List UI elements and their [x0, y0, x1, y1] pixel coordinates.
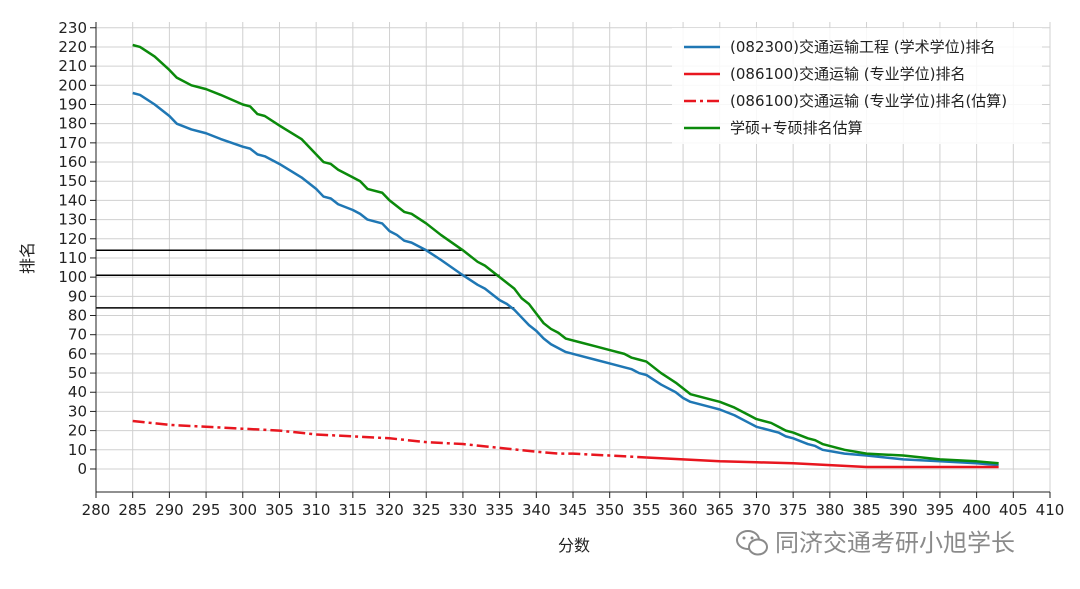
y-tick-label: 60 — [68, 345, 87, 363]
series-line-2 — [646, 456, 999, 469]
y-tick-label: 100 — [58, 268, 87, 286]
legend: (082300)交通运输工程 (学术学位)排名 (086100)交通运输 (专业学… — [672, 28, 1042, 144]
series-line-3 — [132, 419, 647, 459]
x-tick-label: 355 — [632, 501, 661, 519]
tick-labels: 280 285 290 295 300 305 310 315 320 325 330 335 340 3… — [58, 19, 1064, 519]
y-tick-label: 20 — [68, 422, 87, 440]
x-tick-label: 390 — [889, 501, 918, 519]
y-tick-label: 50 — [68, 364, 87, 382]
x-tick-label: 385 — [852, 501, 881, 519]
y-axis-title: 排名 — [18, 242, 37, 274]
x-tick-label: 395 — [926, 501, 955, 519]
legend-label-1: (082300)交通运输工程 (学术学位)排名 — [730, 38, 995, 56]
x-tick-label: 325 — [412, 501, 441, 519]
x-tick-label: 350 — [595, 501, 624, 519]
x-tick-label: 290 — [155, 501, 184, 519]
y-tick-label: 80 — [68, 307, 87, 325]
x-tick-label: 410 — [1036, 501, 1065, 519]
y-tick-label: 180 — [58, 115, 87, 133]
y-tick-label: 160 — [58, 153, 87, 171]
y-tick-label: 110 — [58, 249, 87, 267]
legend-label-2: (086100)交通运输 (专业学位)排名 — [730, 65, 965, 83]
y-tick-label: 70 — [68, 326, 87, 344]
y-tick-label: 40 — [68, 383, 87, 401]
y-tick-label: 130 — [58, 211, 87, 229]
y-tick-label: 170 — [58, 134, 87, 152]
x-tick-label: 320 — [375, 501, 404, 519]
y-tick-label: 190 — [58, 95, 87, 113]
x-tick-label: 295 — [192, 501, 221, 519]
wechat-icon — [736, 530, 768, 556]
y-tick-label: 90 — [68, 287, 87, 305]
x-tick-label: 360 — [669, 501, 698, 519]
x-tick-label: 405 — [999, 501, 1028, 519]
x-tick-label: 370 — [742, 501, 771, 519]
x-tick-label: 305 — [265, 501, 294, 519]
legend-background — [672, 28, 1042, 144]
axes — [90, 22, 1051, 498]
watermark-text: 同济交通考研小旭学长 — [775, 529, 1015, 557]
legend-label-3: (086100)交通运输 (专业学位)排名(估算) — [730, 92, 1007, 110]
watermark: 同济交通考研小旭学长 — [736, 529, 1015, 557]
x-tick-label: 335 — [485, 501, 514, 519]
x-tick-label: 375 — [779, 501, 808, 519]
reference-lines — [96, 249, 515, 309]
y-tick-label: 150 — [58, 172, 87, 190]
x-tick-label: 280 — [82, 501, 111, 519]
legend-label-4: 学硕+专硕排名估算 — [730, 119, 863, 137]
x-tick-label: 315 — [339, 501, 368, 519]
x-tick-label: 285 — [118, 501, 147, 519]
x-tick-label: 330 — [449, 501, 478, 519]
x-tick-label: 340 — [522, 501, 551, 519]
y-tick-label: 140 — [58, 191, 87, 209]
y-tick-label: 30 — [68, 402, 87, 420]
x-tick-label: 400 — [962, 501, 991, 519]
y-tick-label: 210 — [58, 57, 87, 75]
y-tick-label: 0 — [77, 460, 87, 478]
x-tick-label: 365 — [705, 501, 734, 519]
x-tick-label: 300 — [228, 501, 257, 519]
y-tick-label: 200 — [58, 76, 87, 94]
y-tick-label: 10 — [68, 441, 87, 459]
series-line-1 — [132, 91, 999, 467]
x-tick-label: 380 — [816, 501, 845, 519]
series-lines — [132, 43, 999, 469]
y-tick-label: 120 — [58, 230, 87, 248]
x-tick-label: 345 — [559, 501, 588, 519]
x-tick-label: 310 — [302, 501, 331, 519]
x-axis-title: 分数 — [558, 536, 590, 555]
y-tick-label: 230 — [58, 19, 87, 37]
y-tick-label: 220 — [58, 38, 87, 56]
series-line-4 — [132, 43, 999, 465]
